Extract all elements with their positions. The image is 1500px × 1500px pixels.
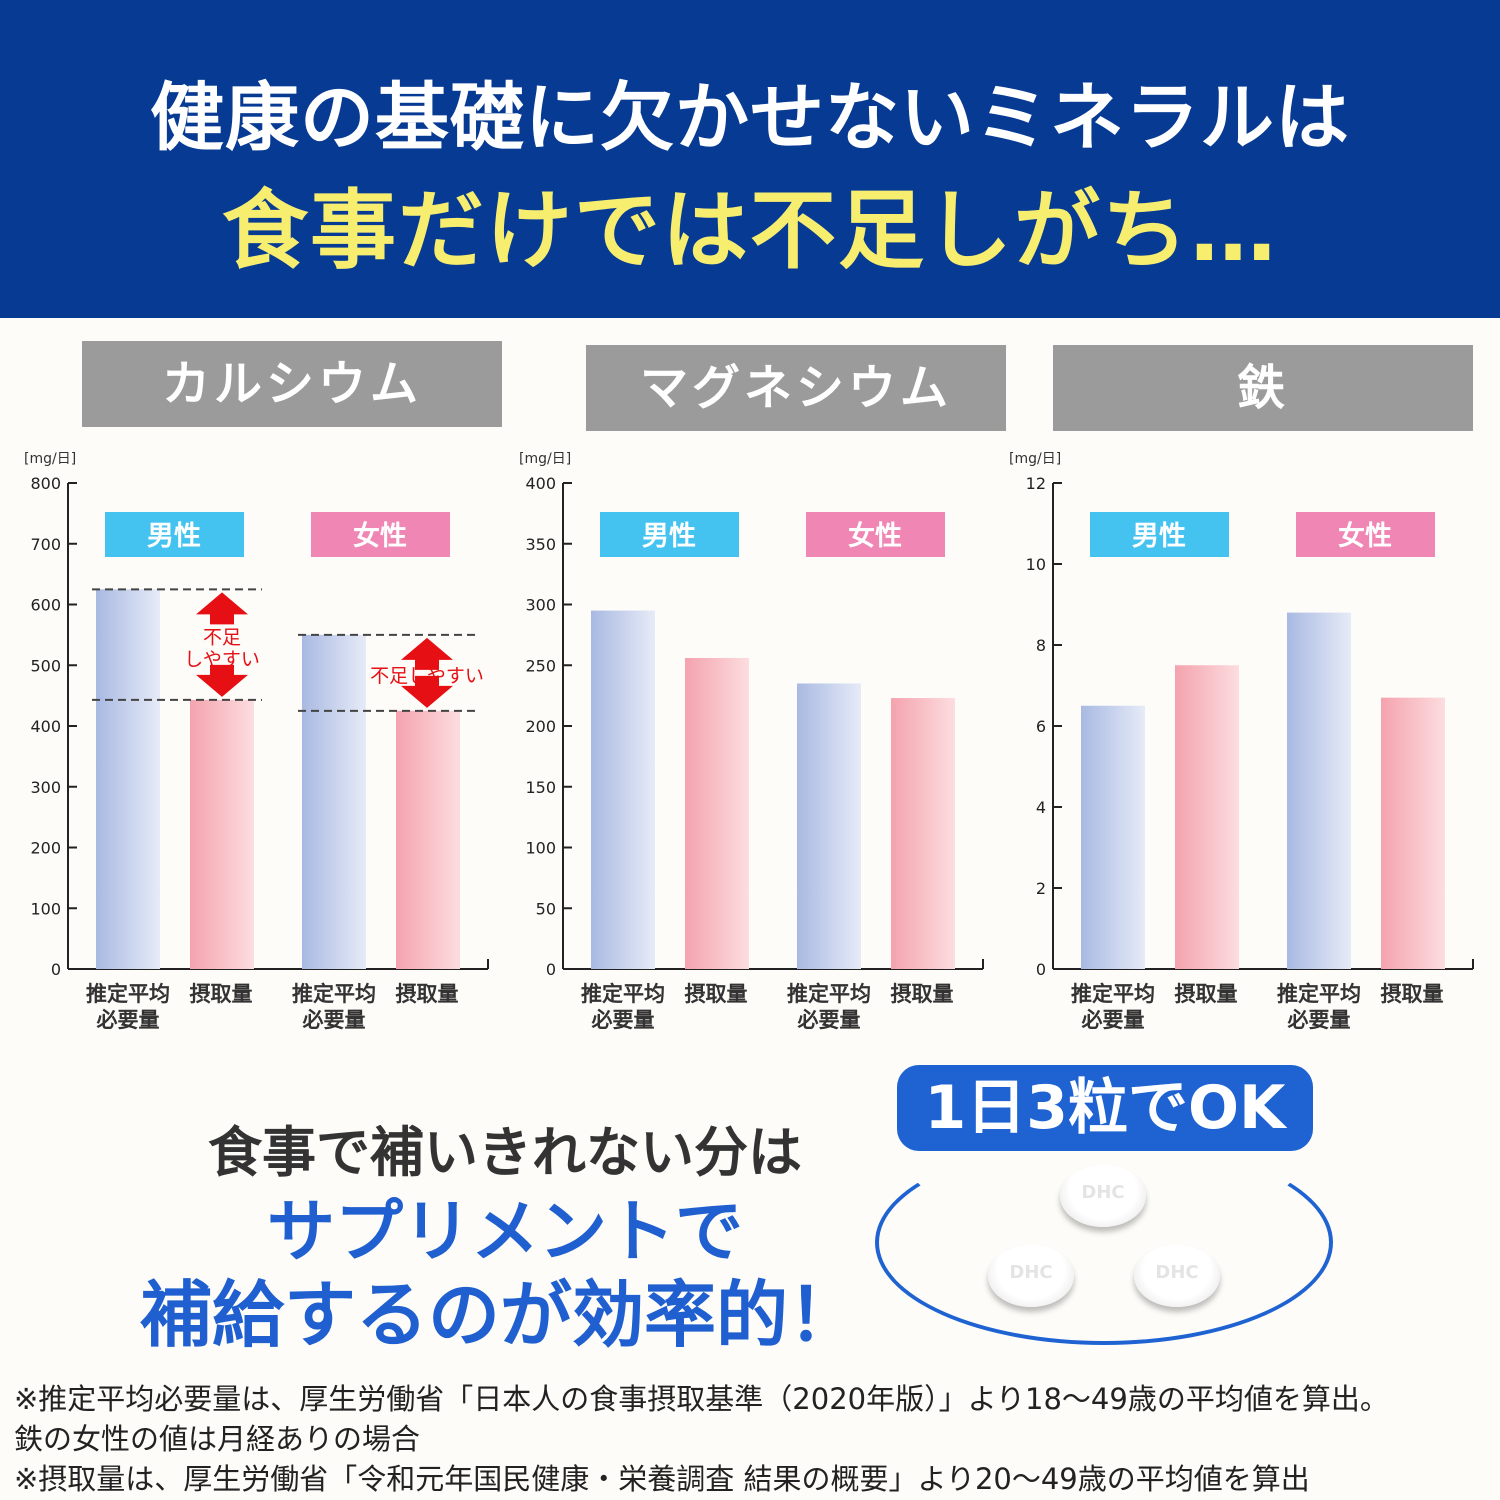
header-banner	[0, 0, 1500, 318]
chart-title-magnesium: マグネシウム	[586, 345, 1006, 431]
y-tick-label: 4	[1036, 798, 1046, 817]
legend-male	[600, 512, 739, 557]
legend-label: 女性	[848, 520, 902, 552]
y-tick-label: 300	[30, 778, 61, 797]
legend-female	[1296, 512, 1435, 557]
x-category-label: 推定平均	[787, 982, 871, 1006]
required-bar	[1287, 612, 1351, 969]
chart-title-calcium: カルシウム	[82, 341, 502, 427]
y-tick-label: 350	[525, 535, 556, 554]
footnote: ※推定平均必要量は、厚生労働省「日本人の食事摂取基準（2020年版）」より18〜…	[14, 1382, 1389, 1416]
intake-bar	[891, 698, 955, 969]
legend-male	[1090, 512, 1229, 557]
y-tick-label: 200	[30, 839, 61, 858]
headline-line2: 食事だけでは不足しがち…	[222, 181, 1278, 281]
legend-female	[311, 512, 450, 557]
required-bar	[302, 634, 366, 969]
unit-label: [mg/日]	[1009, 451, 1061, 467]
dosage-badge: 1日3粒でOK	[897, 1065, 1313, 1151]
y-tick-label: 0	[51, 960, 61, 979]
intake-bar	[1175, 665, 1239, 969]
bottom-text-line3: 補給するのが効率的！	[139, 1273, 860, 1357]
legend-male	[105, 512, 244, 557]
y-tick-label: 10	[1026, 555, 1046, 574]
unit-label: [mg/日]	[519, 451, 571, 467]
x-category-label: 摂取量	[891, 982, 954, 1006]
unit-label: [mg/日]	[24, 451, 76, 467]
required-bar	[96, 589, 160, 969]
y-tick-label: 8	[1036, 636, 1046, 655]
x-category-label: 必要量	[592, 1008, 655, 1032]
y-tick-label: 2	[1036, 879, 1046, 898]
arrow-up-icon	[401, 637, 453, 670]
intake-bar	[1381, 697, 1445, 969]
y-tick-label: 400	[30, 717, 61, 736]
legend-female	[806, 512, 945, 557]
x-category-label: 必要量	[798, 1008, 861, 1032]
y-tick-label: 400	[525, 474, 556, 493]
y-tick-label: 6	[1036, 717, 1046, 736]
y-tick-label: 150	[525, 778, 556, 797]
y-tick-label: 300	[525, 596, 556, 615]
x-category-label: 摂取量	[1175, 982, 1238, 1006]
annotation-label: しやすい	[184, 648, 260, 670]
arrow-up-icon	[196, 592, 248, 625]
y-tick-label: 800	[30, 474, 61, 493]
x-category-label: 推定平均	[1277, 982, 1361, 1006]
annotation-label: 不足	[203, 626, 241, 648]
headline-line1: 健康の基礎に欠かせないミネラルは	[150, 75, 1350, 161]
legend-label: 男性	[147, 521, 201, 552]
y-tick-label: 600	[30, 596, 61, 615]
x-category-label: 推定平均	[581, 982, 665, 1006]
x-category-label: 推定平均	[86, 982, 170, 1006]
legend-label: 男性	[642, 521, 696, 552]
x-category-label: 推定平均	[292, 982, 376, 1006]
x-category-label: 必要量	[97, 1008, 160, 1032]
tablet-image: DHC	[1134, 1245, 1220, 1307]
legend-label: 女性	[1338, 520, 1392, 552]
y-tick-label: 12	[1026, 474, 1046, 493]
required-bar	[1081, 705, 1145, 969]
arrow-down-icon	[196, 664, 248, 697]
y-tick-label: 250	[525, 656, 556, 675]
y-tick-label: 50	[536, 899, 556, 918]
x-category-label: 摂取量	[190, 982, 253, 1006]
legend-label: 男性	[1132, 521, 1186, 552]
tablet-image: DHC	[988, 1245, 1074, 1307]
y-tick-label: 0	[546, 960, 556, 979]
x-category-label: 摂取量	[685, 982, 748, 1006]
footnote: 鉄の女性の値は月経ありの場合	[14, 1422, 421, 1456]
x-category-label: 推定平均	[1071, 982, 1155, 1006]
legend-label: 女性	[353, 520, 407, 552]
x-category-label: 必要量	[303, 1008, 366, 1032]
bottom-text-line1: 食事で補いきれない分は	[208, 1121, 802, 1184]
annotation-label: 不足しやすい	[370, 665, 484, 687]
tablet-image: DHC	[1060, 1165, 1146, 1227]
chart-title-iron: 鉄	[1053, 345, 1473, 431]
y-tick-label: 200	[525, 717, 556, 736]
x-category-label: 必要量	[1082, 1008, 1145, 1032]
x-category-label: 摂取量	[396, 982, 459, 1006]
required-bar	[591, 610, 655, 969]
pills-ellipse	[875, 1140, 1333, 1345]
footnote: ※摂取量は、厚生労働省「令和元年国民健康・栄養調査 結果の概要」より20〜49歳…	[14, 1462, 1310, 1496]
y-tick-label: 0	[1036, 960, 1046, 979]
y-tick-label: 100	[525, 839, 556, 858]
intake-bar	[396, 710, 460, 969]
arrow-down-icon	[401, 675, 453, 708]
y-tick-label: 700	[30, 535, 61, 554]
y-tick-label: 500	[30, 656, 61, 675]
charts-area: [mg/日]0100200300400500600700800推定平均必要量摂取…	[24, 451, 1474, 1032]
x-category-label: 摂取量	[1381, 982, 1444, 1006]
bottom-text-line2: サプリメントで	[266, 1193, 743, 1272]
y-tick-label: 100	[30, 899, 61, 918]
x-category-label: 必要量	[1288, 1008, 1351, 1032]
intake-bar	[190, 699, 254, 969]
required-bar	[797, 683, 861, 969]
intake-bar	[685, 657, 749, 969]
